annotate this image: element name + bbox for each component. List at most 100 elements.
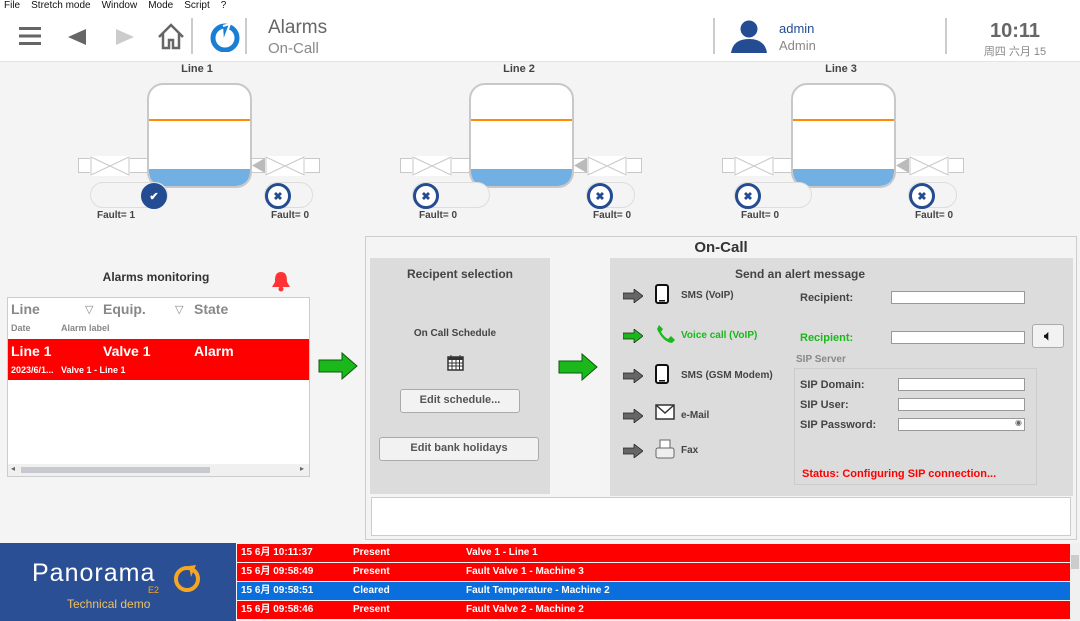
channel-label: Voice call (VoIP) xyxy=(681,330,758,341)
x-icon: ✖ xyxy=(587,183,613,209)
right-valve-fault-toggle[interactable]: ✖ xyxy=(264,182,313,209)
left-fault-label: Fault= 0 xyxy=(741,210,780,221)
hamburger-menu-icon[interactable] xyxy=(19,26,41,46)
message-area[interactable] xyxy=(371,497,1071,536)
left-fault-label: Fault= 1 xyxy=(97,210,136,221)
valve-icon[interactable] xyxy=(265,156,305,176)
line-label: Line 2 xyxy=(503,63,535,75)
channel-label: Fax xyxy=(681,445,699,456)
col-equip[interactable]: Equip. xyxy=(103,301,146,317)
alarms-table: Line ▽ Equip. ▽ State Date Alarm label L… xyxy=(7,297,310,477)
channel-arrow-icon xyxy=(623,444,643,458)
flow-arrow-icon xyxy=(318,352,358,380)
edit-bank-holidays-button[interactable]: Edit bank holidays xyxy=(379,437,539,461)
tank[interactable] xyxy=(147,83,252,188)
scrollbar-thumb[interactable] xyxy=(21,467,210,473)
menu-script[interactable]: Script xyxy=(184,0,210,11)
col-alarm-label: Alarm label xyxy=(61,323,110,333)
sip-server-group: SIP Domain: SIP User: SIP Password: ◉ St… xyxy=(794,368,1037,485)
alarm-time: 15 6月 10:11:37 xyxy=(241,547,313,558)
alarm-state: Present xyxy=(353,547,390,558)
clock-date: 周四 六月 15 xyxy=(983,46,1047,58)
alarm-label: Fault Valve 2 - Machine 2 xyxy=(466,604,584,615)
col-date: Date xyxy=(11,323,31,333)
flow-arrow-icon xyxy=(558,353,598,381)
right-fault-label: Fault= 0 xyxy=(915,210,954,221)
valve-icon[interactable] xyxy=(734,156,774,176)
alarm-state: Present xyxy=(353,566,390,577)
alarm-list-row[interactable]: 15 6月 09:58:51 Cleared Fault Temperature… xyxy=(237,582,1070,600)
brand-panel: Panorama E2 Technical demo xyxy=(0,543,236,621)
line-label: Line 1 xyxy=(181,63,213,75)
tank-level-line xyxy=(471,119,572,121)
filter-icon[interactable]: ▽ xyxy=(175,304,184,316)
channel-arrow-icon xyxy=(623,409,643,423)
tank[interactable] xyxy=(469,83,574,188)
user-name[interactable]: admin xyxy=(779,21,815,36)
recipient-selection-box: Recipent selection On Call Schedule Edit… xyxy=(370,258,550,494)
left-valve-fault-toggle[interactable]: ✖ xyxy=(412,182,490,209)
right-valve-fault-toggle[interactable]: ✖ xyxy=(586,182,635,209)
menu-file[interactable]: File xyxy=(4,0,21,11)
alarm-list-row[interactable]: 15 6月 10:11:37 Present Valve 1 - Line 1 xyxy=(237,544,1070,562)
sip-user-input[interactable] xyxy=(898,398,1025,411)
back-arrow-icon[interactable] xyxy=(68,29,86,45)
left-valve-fault-toggle[interactable]: ✖ xyxy=(734,182,812,209)
tank[interactable] xyxy=(791,83,896,188)
send-alert-title: Send an alert message xyxy=(734,267,866,281)
horizontal-scrollbar[interactable]: ◂ ▸ xyxy=(8,464,309,476)
sip-server-label: SIP Server xyxy=(796,354,846,365)
voice-recipient-input[interactable] xyxy=(891,331,1025,344)
alarm-list-row[interactable]: 15 6月 09:58:46 Present Fault Valve 2 - M… xyxy=(237,601,1070,619)
sip-status: Status: Configuring SIP connection... xyxy=(802,468,997,480)
smartphone-icon xyxy=(655,284,669,309)
schedule-label: On Call Schedule xyxy=(413,328,497,339)
speaker-icon: 🔈︎ xyxy=(1044,328,1052,343)
sip-user-label: SIP User: xyxy=(800,399,849,411)
x-icon: ✖ xyxy=(265,183,291,209)
right-valve-fault-toggle[interactable]: ✖ xyxy=(908,182,957,209)
menu-stretch-mode[interactable]: Stretch mode xyxy=(31,0,91,11)
right-fault-label: Fault= 0 xyxy=(271,210,310,221)
table-row[interactable]: Line 1 Valve 1 Alarm 2023/6/1... Valve 1… xyxy=(8,339,309,380)
flow-direction-icon xyxy=(252,158,265,173)
bell-icon[interactable] xyxy=(271,270,291,292)
x-icon: ✖ xyxy=(735,183,761,209)
channel-arrow-icon xyxy=(623,369,643,383)
forward-arrow-icon[interactable] xyxy=(116,29,134,45)
menu-mode[interactable]: Mode xyxy=(148,0,174,11)
row-state: Alarm xyxy=(194,343,234,359)
tank-fill xyxy=(471,169,572,186)
alarm-list-row[interactable]: 15 6月 09:58:49 Present Fault Valve 1 - M… xyxy=(237,563,1070,581)
menu-window[interactable]: Window xyxy=(101,0,138,11)
valve-icon[interactable] xyxy=(587,156,627,176)
brand-sub: E2 xyxy=(148,585,160,595)
sip-domain-input[interactable] xyxy=(898,378,1025,391)
alarm-list-scrollbar[interactable] xyxy=(1070,543,1080,621)
sip-password-input[interactable]: ◉ xyxy=(898,418,1025,431)
filter-icon[interactable]: ▽ xyxy=(85,304,94,316)
envelope-icon xyxy=(655,404,675,425)
check-icon: ✔ xyxy=(141,183,167,209)
tank-level-line xyxy=(149,119,250,121)
valve-icon[interactable] xyxy=(909,156,949,176)
smartphone-icon xyxy=(655,364,669,389)
user-avatar-icon[interactable] xyxy=(731,20,767,54)
col-line[interactable]: Line xyxy=(11,301,40,317)
col-state[interactable]: State xyxy=(194,301,229,317)
left-valve-fault-toggle[interactable]: ✔ xyxy=(90,182,168,209)
calendar-icon[interactable] xyxy=(447,354,464,371)
edit-schedule-button[interactable]: Edit schedule... xyxy=(400,389,520,413)
channel-label: SMS (GSM Modem) xyxy=(681,370,773,381)
sms-recipient-input[interactable] xyxy=(891,291,1025,304)
menu-help[interactable]: ? xyxy=(220,0,227,11)
speaker-button[interactable]: 🔈︎ xyxy=(1032,324,1064,348)
x-icon: ✖ xyxy=(413,183,439,209)
valve-icon[interactable] xyxy=(90,156,130,176)
user-role: Admin xyxy=(779,38,816,53)
valve-icon[interactable] xyxy=(412,156,452,176)
panorama-logo-icon xyxy=(210,22,240,52)
eye-icon[interactable]: ◉ xyxy=(1015,418,1022,427)
home-icon[interactable] xyxy=(157,23,185,50)
sip-password-label: SIP Password: xyxy=(800,419,877,431)
